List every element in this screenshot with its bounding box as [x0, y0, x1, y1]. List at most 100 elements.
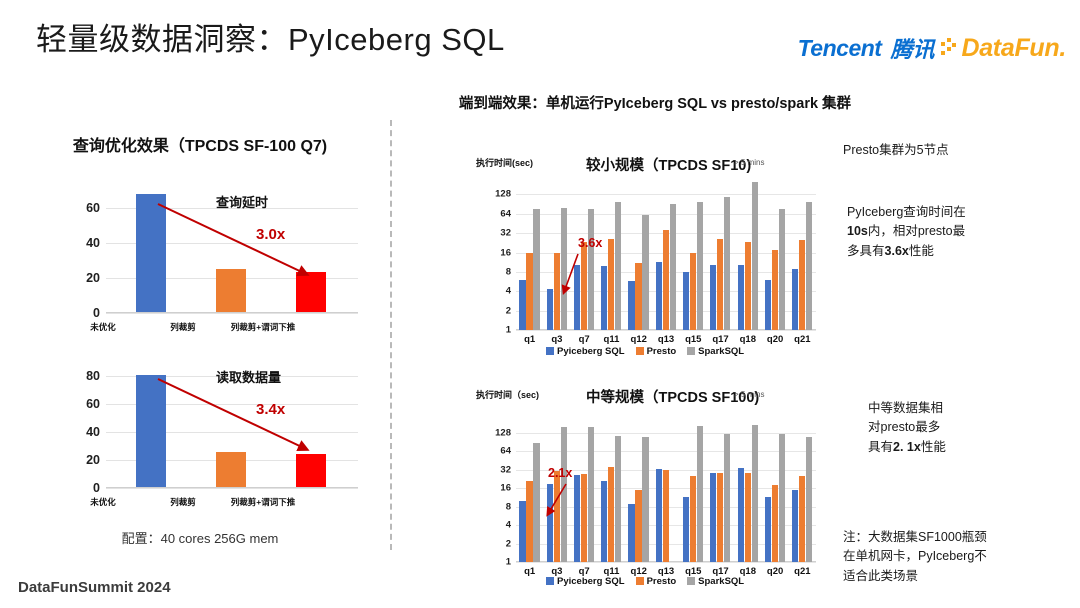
- x-axis-label: 列裁剪+谓词下推: [230, 322, 296, 332]
- legend-item: Pyiceberg SQL: [546, 576, 625, 587]
- speedup-arrow-icon: [157, 378, 310, 452]
- y-axis-tick: 16: [500, 482, 511, 494]
- series-label: 查询延时: [216, 195, 269, 210]
- bar: [724, 433, 731, 562]
- bar: [744, 473, 751, 562]
- datafun-logo-text: DataFun.: [961, 33, 1066, 62]
- note-presto-cluster: Presto集群为5节点: [843, 143, 949, 157]
- note-sf1000-bottleneck: 注：大数据集SF1000瓶颈 在单机网卡，PyIceberg不 适合此类场景: [843, 530, 987, 583]
- bar: [533, 209, 540, 330]
- bar: [662, 229, 669, 330]
- bar: [696, 426, 704, 562]
- bar: [662, 469, 669, 562]
- gridline: [106, 432, 358, 434]
- y-axis-tick: 16: [500, 247, 511, 259]
- bar: [710, 264, 717, 330]
- y-axis-tick: 1: [505, 556, 511, 568]
- bar: [778, 433, 785, 562]
- bar: [642, 214, 649, 330]
- bar: [560, 207, 567, 330]
- gridline: [106, 376, 358, 378]
- x-axis-label: q15: [685, 566, 702, 577]
- gridline: [106, 207, 358, 209]
- x-axis-label: 未优化: [90, 497, 116, 507]
- chart-query-latency: 0 20 40 60 未优化 列裁剪 列裁剪+谓词下推 查询延时 3.0x: [58, 190, 358, 335]
- y-axis-tick: 32: [500, 227, 511, 239]
- bar: [580, 242, 588, 330]
- speedup-arrow-icon: [561, 253, 579, 296]
- plot-area: 1 2 4 8 16 32 64 128: [495, 414, 816, 568]
- gridline: [106, 488, 358, 489]
- bar: [216, 268, 246, 312]
- bar: [533, 442, 540, 562]
- bar: [792, 489, 799, 562]
- y-axis-tick: 32: [500, 464, 511, 476]
- bar: [615, 435, 622, 562]
- bar: [717, 239, 724, 330]
- chart-tpcds-sf10: 执行时间(sec) 较小规模（TPCDS SF10) > 5 mins 1 2 4 8 16 3…: [476, 150, 836, 360]
- x-axis-label: q3: [551, 566, 563, 577]
- speedup-annotation: 3.0x: [256, 226, 286, 243]
- plot-area: 0 20 40 60: [86, 190, 358, 320]
- chart-bytes-read: 0 20 40 60 80 未优化 列裁剪 列裁剪+谓词下推 读取数据量 3.4x: [58, 365, 358, 510]
- y-axis-tick: 4: [505, 519, 511, 531]
- y-axis-tick: 8: [505, 501, 511, 513]
- bar: [580, 474, 588, 562]
- x-axis-label: q1: [524, 566, 536, 577]
- chart-title: 中等规模（TPCDS SF100): [586, 390, 760, 406]
- bar: [771, 485, 778, 562]
- axis-baseline: [106, 312, 358, 313]
- bar: [751, 424, 758, 562]
- speedup-arrow-icon: [157, 203, 310, 277]
- bar: [519, 500, 526, 562]
- y-axis-tick: 128: [495, 188, 511, 200]
- y-axis-tick: 60: [86, 200, 100, 215]
- column-divider: [390, 120, 392, 550]
- x-axis-label: q1: [524, 334, 536, 345]
- x-axis-label: q12: [630, 334, 647, 345]
- bar: [608, 467, 615, 562]
- bar: [526, 252, 533, 330]
- x-axis-label: q13: [657, 566, 675, 577]
- legend-item: Presto: [635, 346, 676, 357]
- bar: [216, 452, 246, 487]
- bar: [689, 252, 697, 330]
- bar: [573, 475, 581, 562]
- x-axis-label: q21: [794, 566, 811, 577]
- config-note: 配置：40 cores 256G mem: [121, 531, 279, 546]
- footer-text: DataFunSummit 2024: [18, 579, 171, 596]
- x-axis-label: q17: [712, 334, 729, 345]
- bar: [635, 263, 642, 330]
- bar: [608, 239, 615, 330]
- speedup-annotation: 3.6x: [578, 236, 603, 250]
- bar: [573, 264, 581, 330]
- bar: [136, 194, 166, 312]
- bar: [546, 483, 553, 562]
- x-axis-label: q15: [685, 334, 702, 345]
- gridline: [106, 242, 358, 244]
- bar: [764, 497, 771, 562]
- y-axis-tick: 0: [93, 306, 100, 320]
- y-axis-tick: 2: [505, 538, 511, 550]
- bar: [771, 250, 778, 330]
- x-axis-label: q18: [739, 566, 756, 577]
- bar: [655, 468, 662, 562]
- x-axis-label: 列裁剪+谓词下推: [230, 497, 296, 507]
- y-axis-tick: 128: [495, 427, 511, 439]
- x-axis-label: q17: [712, 566, 729, 577]
- y-axis-tick: 20: [86, 270, 100, 285]
- x-axis-label: q12: [630, 566, 647, 577]
- note-medium-2-1x: 中等数据集相 对presto最多 具有2. 1x性能: [868, 401, 946, 454]
- gridline: [516, 432, 816, 434]
- bar: [764, 279, 771, 330]
- bar: [737, 264, 744, 330]
- chart-tpcds-sf100: 执行时间（sec) 中等规模（TPCDS SF100) > 5 mins 1 2 4 8 16…: [476, 384, 836, 589]
- x-axis-label: q20: [766, 334, 784, 345]
- plot-area: 1 2 4 8 16 32 64 128: [495, 182, 816, 336]
- chart-legend: Pyiceberg SQL Presto SparkSQL: [546, 346, 744, 357]
- y-axis-tick: 8: [505, 266, 511, 278]
- right-section-title: 端到端效果：单机运行PyIceberg SQL vs presto/spark …: [458, 96, 852, 112]
- bar: [792, 268, 799, 330]
- legend-item: Presto: [635, 576, 676, 587]
